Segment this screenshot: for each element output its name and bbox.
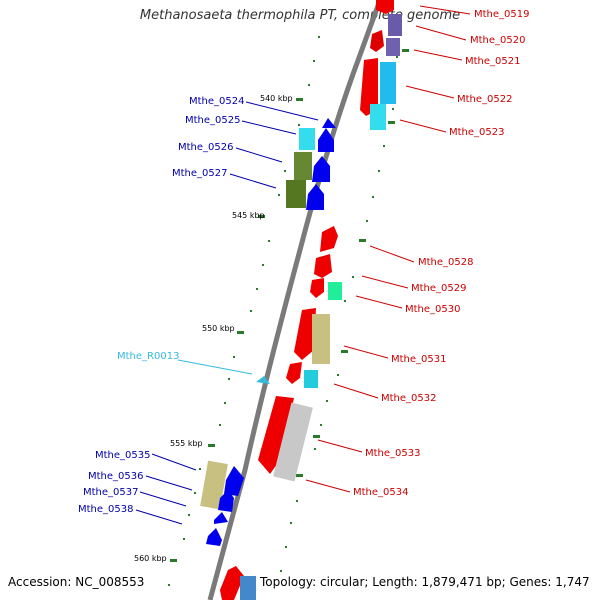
gene-mthe-0522-block-b[interactable] <box>380 62 396 104</box>
gene-mthe-0523-block[interactable] <box>370 104 386 130</box>
gene-mthe-0524-block[interactable] <box>322 118 336 128</box>
gene-mthe-0526-arrow[interactable] <box>312 156 330 182</box>
gene-mthe-0519-block[interactable] <box>376 0 394 14</box>
gene-mthe-0520-block[interactable] <box>388 14 402 36</box>
gene-mthe-0530-block-a[interactable] <box>310 278 324 298</box>
gene-label-mthe-0531[interactable]: Mthe_0531 <box>391 354 447 365</box>
gene-partial-bottom-b[interactable] <box>240 576 256 600</box>
gene-label-mthe-0529[interactable]: Mthe_0529 <box>411 283 467 294</box>
kbp-label-550: 550 kbp <box>202 324 235 333</box>
gene-label-mthe-0532[interactable]: Mthe_0532 <box>381 393 437 404</box>
gene-label-mthe-0527[interactable]: Mthe_0527 <box>172 168 228 179</box>
gene-mthe-0530-block-b[interactable] <box>328 282 342 300</box>
gene-label-mthe-0528[interactable]: Mthe_0528 <box>418 257 474 268</box>
gene-mthe-0525-arrow[interactable] <box>318 128 334 152</box>
gene-label-mthe-0534[interactable]: Mthe_0534 <box>353 487 409 498</box>
gene-mthe-0527-block[interactable] <box>286 180 306 208</box>
gene-label-mthe-0525[interactable]: Mthe_0525 <box>185 115 241 126</box>
gene-label-mthe-0524[interactable]: Mthe_0524 <box>189 96 245 107</box>
gene-label-mthe-0536[interactable]: Mthe_0536 <box>88 471 144 482</box>
guide-dots <box>168 25 402 586</box>
kbp-label-560: 560 kbp <box>134 554 167 563</box>
gene-mthe-0521-block-a[interactable] <box>370 30 384 52</box>
gene-mthe-0522-block-a[interactable] <box>360 58 378 116</box>
gene-mthe-0532-block-a[interactable] <box>286 362 302 384</box>
kbp-label-555: 555 kbp <box>170 439 203 448</box>
gene-partial-bottom-a[interactable] <box>220 566 244 600</box>
gene-label-mthe-0535[interactable]: Mthe_0535 <box>95 450 151 461</box>
kbp-label-545: 545 kbp <box>232 211 265 220</box>
gene-label-mthe-r0013[interactable]: Mthe_R0013 <box>117 351 179 362</box>
gene-label-mthe-0530[interactable]: Mthe_0530 <box>405 304 461 315</box>
right-ticks <box>296 49 409 477</box>
gene-mthe-0538-block[interactable] <box>206 528 222 546</box>
gene-label-mthe-0520[interactable]: Mthe_0520 <box>470 35 526 46</box>
gene-mthe-0531-block-a[interactable] <box>294 308 316 360</box>
right-connectors <box>305 5 471 493</box>
gene-mthe-0528-block[interactable] <box>320 226 338 252</box>
gene-mthe-0526-block[interactable] <box>294 152 312 180</box>
gene-mthe-0533-block[interactable] <box>258 396 294 474</box>
gene-label-mthe-0522[interactable]: Mthe_0522 <box>457 94 513 105</box>
gene-label-mthe-0519[interactable]: Mthe_0519 <box>474 9 530 20</box>
left-connectors <box>135 101 319 525</box>
gene-label-mthe-0521[interactable]: Mthe_0521 <box>465 56 521 67</box>
genome-summary: Topology: circular; Length: 1,879,471 bp… <box>260 575 590 589</box>
gene-mthe-0521-block-b[interactable] <box>386 38 400 56</box>
gene-label-mthe-0538[interactable]: Mthe_0538 <box>78 504 134 515</box>
gene-mthe-0529-block[interactable] <box>314 254 332 278</box>
rna-connector <box>177 359 253 375</box>
gene-label-mthe-0537[interactable]: Mthe_0537 <box>83 487 139 498</box>
map-title: Methanosaeta thermophila PT, complete ge… <box>139 8 461 23</box>
gene-mthe-0535-arrow[interactable] <box>224 466 244 496</box>
gene-mthe-0527-arrow[interactable] <box>306 184 324 210</box>
gene-mthe-r0013-block[interactable] <box>256 376 270 384</box>
genome-backbone <box>207 0 383 600</box>
gene-mthe-0537-block[interactable] <box>214 512 228 524</box>
gene-mthe-0525-block[interactable] <box>299 128 315 150</box>
gene-mthe-0532-block-b[interactable] <box>304 370 318 388</box>
gene-label-mthe-0523[interactable]: Mthe_0523 <box>449 127 505 138</box>
gene-mthe-0536-block[interactable] <box>218 490 234 512</box>
gene-mthe-0531-block-b[interactable] <box>312 314 330 364</box>
kbp-label-540: 540 kbp <box>260 94 293 103</box>
gene-label-mthe-0526[interactable]: Mthe_0526 <box>178 142 234 153</box>
gene-label-mthe-0533[interactable]: Mthe_0533 <box>365 448 421 459</box>
accession-text: Accession: NC_008553 <box>8 575 145 589</box>
gene-mthe-0534-block[interactable] <box>273 402 313 482</box>
scale-ticks <box>170 98 303 562</box>
